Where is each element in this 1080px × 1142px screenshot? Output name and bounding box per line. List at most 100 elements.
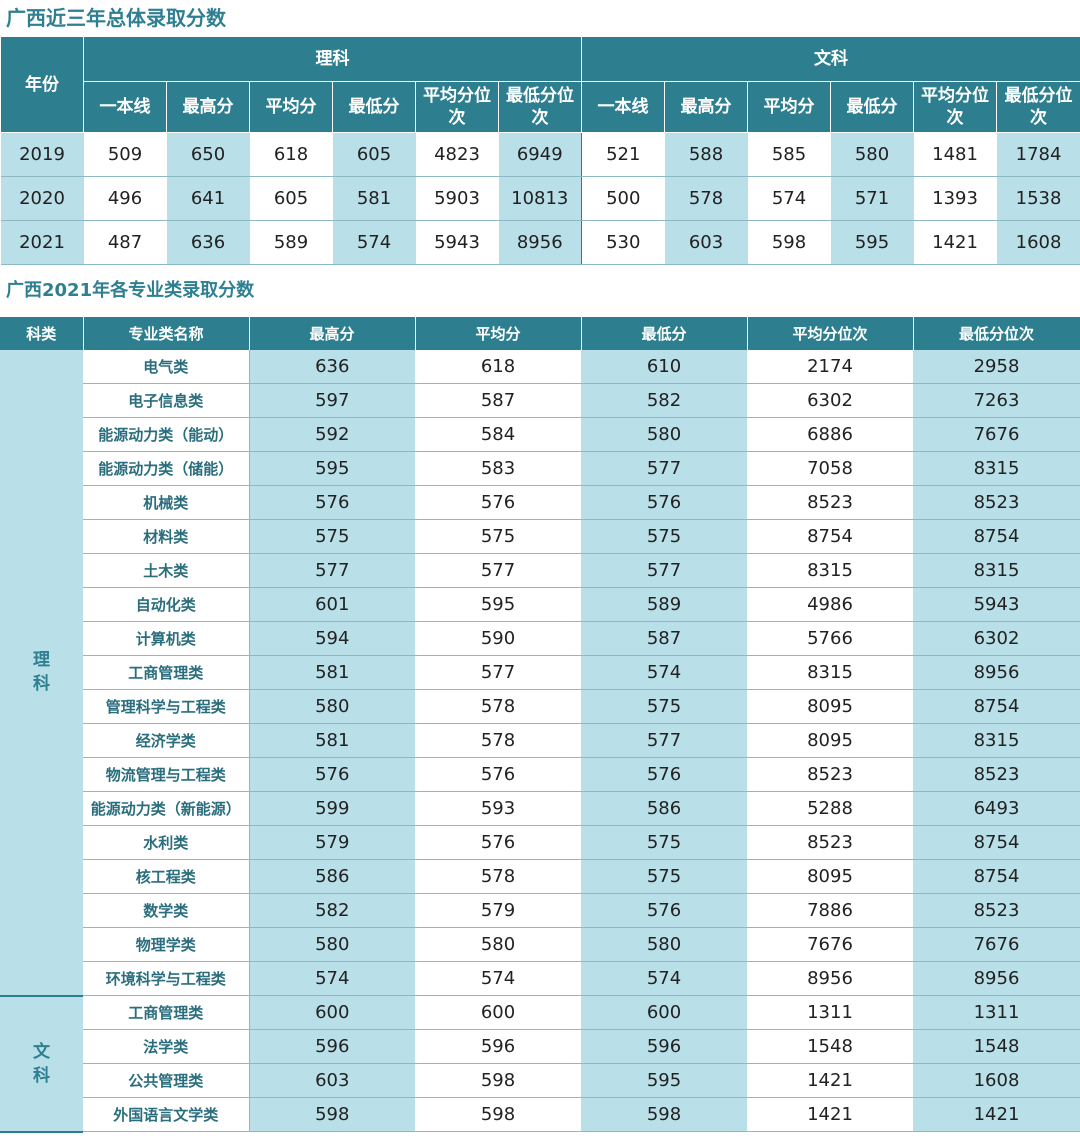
major-value-cell: 593 xyxy=(415,791,581,826)
major-header-1: 专业类名称 xyxy=(83,317,250,350)
major-name-cell: 自动化类 xyxy=(83,587,250,622)
table-row: 经济学类 581 578 577 8095 8315 xyxy=(0,723,1080,758)
major-value-cell: 8523 xyxy=(747,757,913,792)
major-name-cell: 数学类 xyxy=(83,893,250,928)
year-header: 年份 xyxy=(0,36,84,133)
table-row: 水利类 579 576 575 8523 8754 xyxy=(0,825,1080,860)
major-scores-table: 科类 专业类名称 最高分 平均分 最低分 平均分位次 最低分位次 理科 电气类 636 618 61… xyxy=(0,317,1080,1133)
major-value-cell: 580 xyxy=(581,927,747,962)
table-row: 能源动力类（储能） 595 583 577 7058 8315 xyxy=(0,451,1080,486)
arts-subheader-1: 最高分 xyxy=(664,81,749,133)
major-value-cell: 596 xyxy=(581,1029,747,1064)
major-value-cell: 8956 xyxy=(913,655,1080,690)
arts-value-cell: 1393 xyxy=(913,176,997,221)
major-value-cell: 578 xyxy=(415,689,581,724)
major-value-cell: 576 xyxy=(249,757,415,792)
major-value-cell: 581 xyxy=(249,655,415,690)
table-row: 核工程类 586 578 575 8095 8754 xyxy=(0,859,1080,894)
major-value-cell: 595 xyxy=(415,587,581,622)
major-value-cell: 598 xyxy=(581,1097,747,1132)
major-value-cell: 579 xyxy=(249,825,415,860)
table-row: 土木类 577 577 577 8315 8315 xyxy=(0,553,1080,588)
science-subheader-3: 最低分 xyxy=(332,81,416,133)
major-value-cell: 580 xyxy=(249,689,415,724)
arts-value-cell: 571 xyxy=(830,176,914,221)
arts-subheader-0: 一本线 xyxy=(581,81,666,133)
science-value-cell: 8956 xyxy=(498,220,582,265)
major-name-cell: 计算机类 xyxy=(83,621,250,656)
major-value-cell: 1548 xyxy=(913,1029,1080,1064)
major-value-cell: 8754 xyxy=(913,859,1080,894)
major-value-cell: 601 xyxy=(249,587,415,622)
major-value-cell: 598 xyxy=(415,1097,581,1132)
major-name-cell: 核工程类 xyxy=(83,859,250,894)
science-value-cell: 581 xyxy=(332,176,416,221)
major-value-cell: 1421 xyxy=(747,1097,913,1132)
major-value-cell: 592 xyxy=(249,417,415,452)
major-value-cell: 586 xyxy=(581,791,747,826)
major-value-cell: 579 xyxy=(415,893,581,928)
category-cell: 文科 xyxy=(0,995,83,1133)
table-row: 自动化类 601 595 589 4986 5943 xyxy=(0,587,1080,622)
science-value-cell: 605 xyxy=(249,176,333,221)
major-value-cell: 8095 xyxy=(747,723,913,758)
major-value-cell: 8315 xyxy=(747,553,913,588)
table-row: 机械类 576 576 576 8523 8523 xyxy=(0,485,1080,520)
table-row: 理科 电气类 636 618 610 2174 2958 xyxy=(0,350,1080,997)
table-row: 能源动力类（新能源） 599 593 586 5288 6493 xyxy=(0,791,1080,826)
arts-value-cell: 530 xyxy=(581,220,665,265)
section1-title: 广西近三年总体录取分数 xyxy=(6,6,226,30)
major-header-3: 平均分 xyxy=(415,317,582,350)
table-row: 公共管理类 603 598 595 1421 1608 xyxy=(0,1063,1080,1098)
major-value-cell: 5943 xyxy=(913,587,1080,622)
year-cell: 2019 xyxy=(0,132,84,177)
major-value-cell: 600 xyxy=(249,995,415,1030)
table-row: 外国语言文学类 598 598 598 1421 1421 xyxy=(0,1097,1080,1132)
major-value-cell: 6302 xyxy=(913,621,1080,656)
science-value-cell: 618 xyxy=(249,132,333,177)
major-value-cell: 8523 xyxy=(913,485,1080,520)
science-value-cell: 4823 xyxy=(415,132,499,177)
major-value-cell: 595 xyxy=(249,451,415,486)
major-value-cell: 577 xyxy=(415,553,581,588)
major-value-cell: 8315 xyxy=(913,723,1080,758)
arts-value-cell: 521 xyxy=(581,132,665,177)
major-value-cell: 600 xyxy=(415,995,581,1030)
major-value-cell: 586 xyxy=(249,859,415,894)
arts-value-cell: 598 xyxy=(747,220,831,265)
major-name-cell: 能源动力类（能动） xyxy=(83,417,250,452)
science-value-cell: 5903 xyxy=(415,176,499,221)
science-value-cell: 650 xyxy=(166,132,250,177)
major-value-cell: 8095 xyxy=(747,689,913,724)
major-value-cell: 576 xyxy=(581,893,747,928)
table-row: 物流管理与工程类 576 576 576 8523 8523 xyxy=(0,757,1080,792)
major-value-cell: 7886 xyxy=(747,893,913,928)
arts-value-cell: 574 xyxy=(747,176,831,221)
table-row: 文科 工商管理类 600 600 600 1311 1311 xyxy=(0,995,1080,1133)
year-cell: 2020 xyxy=(0,176,84,221)
overall-scores-table: 年份 理科 文科 一本线 最高分 平均分 最低分 平均分位次 最低分位次 一本线 最高分 平均分… xyxy=(0,36,1080,265)
major-value-cell: 603 xyxy=(249,1063,415,1098)
table-row: 计算机类 594 590 587 5766 6302 xyxy=(0,621,1080,656)
science-value-cell: 509 xyxy=(83,132,167,177)
major-header-6: 最低分位次 xyxy=(913,317,1080,350)
science-value-cell: 5943 xyxy=(415,220,499,265)
arts-value-cell: 1421 xyxy=(913,220,997,265)
major-value-cell: 597 xyxy=(249,383,415,418)
major-value-cell: 580 xyxy=(249,927,415,962)
major-value-cell: 587 xyxy=(581,621,747,656)
table-row: 环境科学与工程类 574 574 574 8956 8956 xyxy=(0,961,1080,996)
major-name-cell: 物流管理与工程类 xyxy=(83,757,250,792)
major-value-cell: 576 xyxy=(415,825,581,860)
section2-title: 广西2021年各专业类录取分数 xyxy=(6,280,255,301)
major-value-cell: 1421 xyxy=(747,1063,913,1098)
major-value-cell: 7058 xyxy=(747,451,913,486)
science-subheader-1: 最高分 xyxy=(166,81,250,133)
major-name-cell: 经济学类 xyxy=(83,723,250,758)
major-value-cell: 1548 xyxy=(747,1029,913,1064)
major-header-4: 最低分 xyxy=(581,317,748,350)
major-value-cell: 7676 xyxy=(747,927,913,962)
category-cell: 理科 xyxy=(0,350,83,997)
table-row: 数学类 582 579 576 7886 8523 xyxy=(0,893,1080,928)
arts-value-cell: 1784 xyxy=(996,132,1080,177)
